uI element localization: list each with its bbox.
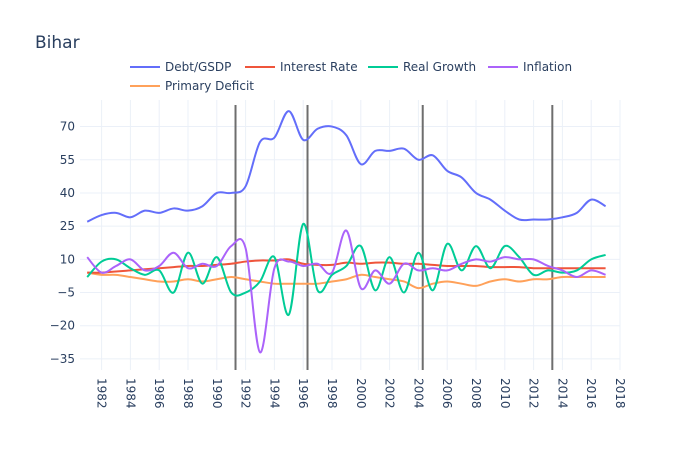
x-tick-label: 2000 bbox=[354, 378, 368, 409]
legend-item-interest-rate[interactable]: Interest Rate bbox=[245, 60, 358, 74]
legend-label: Debt/GSDP bbox=[165, 60, 231, 74]
legend-item-real-growth[interactable]: Real Growth bbox=[368, 60, 476, 74]
y-tick-label: −5 bbox=[57, 286, 75, 300]
series-line-inflation bbox=[86, 229, 606, 354]
legend-label: Primary Deficit bbox=[165, 79, 254, 93]
x-tick-label: 1984 bbox=[123, 378, 137, 409]
y-tick-label: 10 bbox=[60, 252, 75, 266]
legend-label: Interest Rate bbox=[280, 60, 358, 74]
legend-label: Real Growth bbox=[403, 60, 476, 74]
x-tick-label: 2002 bbox=[383, 378, 397, 409]
y-tick-label: −35 bbox=[50, 352, 75, 366]
y-tick-label: 70 bbox=[60, 120, 75, 134]
y-tick-label: 40 bbox=[60, 186, 75, 200]
legend-item-inflation[interactable]: Inflation bbox=[488, 60, 572, 74]
x-tick-label: 2008 bbox=[469, 378, 483, 409]
y-tick-label: 55 bbox=[60, 153, 75, 167]
x-tick-label: 1988 bbox=[181, 378, 195, 409]
series-lines bbox=[86, 110, 607, 354]
chart-title: Bihar bbox=[35, 33, 80, 53]
y-tick-label: −20 bbox=[50, 319, 75, 333]
x-tick-label: 2010 bbox=[498, 378, 512, 409]
x-tick-label: 2012 bbox=[527, 378, 541, 409]
series-line-real-growth bbox=[86, 222, 606, 316]
x-tick-label: 2014 bbox=[555, 378, 569, 409]
series-line-primary-deficit bbox=[87, 271, 606, 290]
legend-item-primary-deficit[interactable]: Primary Deficit bbox=[130, 79, 254, 93]
x-tick-label: 1982 bbox=[95, 378, 109, 409]
x-tick-label: 2006 bbox=[440, 378, 454, 409]
x-tick-label: 2004 bbox=[411, 378, 425, 409]
x-tick-label: 1994 bbox=[267, 378, 281, 409]
x-tick-label: 1998 bbox=[325, 378, 339, 409]
x-tick-label: 1986 bbox=[152, 378, 166, 409]
x-tick-label: 2016 bbox=[584, 378, 598, 409]
series-line-debt-gsdp bbox=[86, 110, 607, 223]
legend[interactable]: Debt/GSDP Interest Rate Real Growth Inflati… bbox=[130, 60, 572, 93]
x-tick-label: 1990 bbox=[210, 378, 224, 409]
legend-item-debt-gsdp[interactable]: Debt/GSDP bbox=[130, 60, 231, 74]
series-line-interest-rate bbox=[87, 258, 606, 274]
legend-label: Inflation bbox=[523, 60, 572, 74]
x-tick-label: 2018 bbox=[613, 378, 627, 409]
x-tick-label: 1996 bbox=[296, 378, 310, 409]
y-tick-label: 25 bbox=[60, 219, 75, 233]
x-tick-label: 1992 bbox=[239, 378, 253, 409]
axes: −35 −20 −5 10 25 40 55 70 1982 1984 1986 1988 1990 19… bbox=[50, 120, 627, 409]
